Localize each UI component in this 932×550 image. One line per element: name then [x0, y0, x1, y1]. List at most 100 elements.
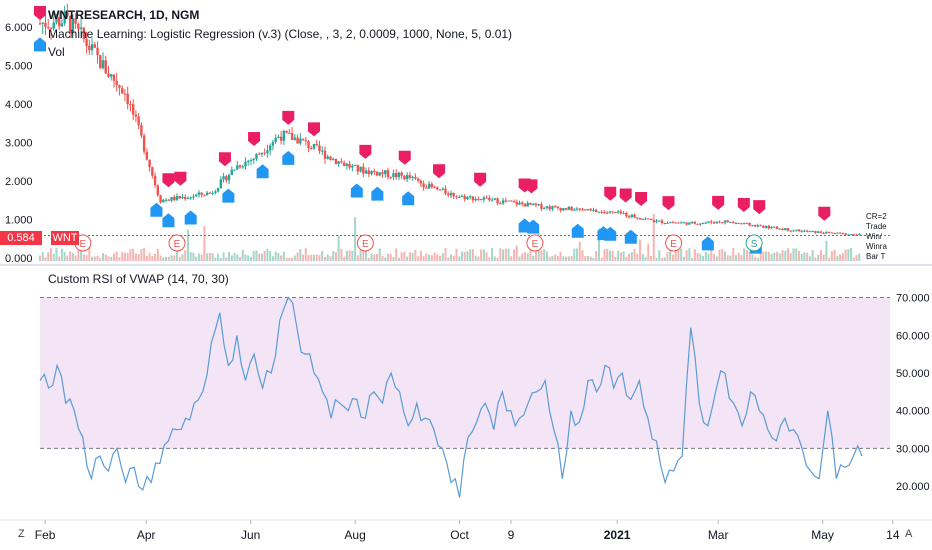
- candle-body: [373, 170, 376, 172]
- candle-body: [638, 217, 642, 220]
- candle-body: [427, 183, 431, 189]
- event-label: S: [751, 239, 758, 250]
- candle-body: [721, 222, 724, 224]
- volume-bar: [47, 252, 50, 261]
- indicator-legend[interactable]: Machine Learning: Logistic Regression (v…: [48, 27, 513, 41]
- candle-body: [836, 232, 839, 234]
- volume-bar: [296, 252, 299, 261]
- sell-signal-marker: [34, 6, 46, 20]
- rsi-legend[interactable]: Custom RSI of VWAP (14, 70, 30): [48, 272, 229, 286]
- volume-bar: [63, 251, 66, 261]
- candle-body: [79, 27, 83, 29]
- candle-body: [181, 197, 184, 199]
- volume-bar: [321, 251, 324, 261]
- volume-bar: [466, 251, 469, 261]
- candle-body: [216, 188, 220, 192]
- volume-bar: [803, 252, 806, 261]
- volume-bar: [373, 254, 376, 261]
- candle-body: [88, 45, 91, 51]
- volume-legend[interactable]: Vol: [48, 45, 65, 59]
- candle-body: [693, 221, 697, 224]
- candle-body: [205, 192, 209, 196]
- volume-bar: [589, 256, 592, 261]
- volume-bar: [154, 254, 157, 261]
- candle-body: [847, 234, 850, 236]
- volume-bar: [208, 252, 211, 261]
- candle-body: [504, 200, 507, 202]
- volume-bar: [523, 252, 526, 261]
- last-price-badge: 0.584: [0, 231, 42, 245]
- auto-scale-button[interactable]: A: [905, 528, 913, 540]
- candle-body: [482, 197, 486, 200]
- candle-body: [608, 211, 612, 213]
- volume-bar: [666, 252, 669, 261]
- volume-bar: [540, 250, 543, 261]
- volume-bar: [365, 250, 368, 261]
- volume-bar: [658, 250, 661, 261]
- volume-bar: [480, 249, 483, 261]
- symbol-title[interactable]: WNTRESEARCH, 1D, NGM: [48, 8, 200, 22]
- volume-bar: [606, 248, 609, 261]
- candle-body: [107, 73, 110, 77]
- candle-body: [96, 47, 99, 56]
- volume-bar: [156, 249, 159, 261]
- sell-signal-marker: [433, 164, 446, 179]
- zoom-corner-button[interactable]: Z: [18, 528, 25, 540]
- candle-body: [433, 187, 436, 189]
- volume-bar: [455, 248, 458, 261]
- candle-body: [452, 192, 455, 197]
- candle-body: [592, 209, 595, 211]
- buy-signal-marker: [150, 202, 163, 217]
- candle-body: [827, 231, 831, 233]
- volume-bar: [713, 254, 716, 261]
- candle-body: [652, 219, 655, 222]
- volume-bar: [471, 249, 474, 261]
- volume-bar: [406, 256, 409, 261]
- candle-body: [293, 137, 297, 140]
- volume-bar: [277, 252, 280, 261]
- candle-body: [677, 222, 680, 224]
- volume-bar: [80, 250, 83, 261]
- volume-bar: [222, 252, 225, 261]
- volume-bar: [403, 251, 406, 261]
- candle-body: [329, 156, 332, 160]
- candle-body: [521, 202, 524, 204]
- volume-bar: [334, 252, 337, 261]
- time-tick-label: 9: [508, 528, 515, 542]
- candle-body: [474, 198, 477, 201]
- candle-body: [422, 183, 425, 188]
- candle-body: [416, 178, 420, 181]
- volume-bar: [310, 254, 313, 261]
- volume-bar: [126, 253, 129, 261]
- buy-signal-marker: [527, 219, 540, 234]
- volume-bar: [280, 255, 283, 261]
- volume-bar: [844, 249, 847, 261]
- volume-bar: [282, 251, 285, 261]
- volume-bar: [288, 257, 291, 261]
- volume-bar: [718, 249, 721, 261]
- volume-bar: [389, 253, 392, 261]
- candle-body: [542, 207, 546, 209]
- candle-body: [41, 22, 44, 24]
- candle-body: [556, 206, 560, 208]
- candle-body: [581, 209, 584, 211]
- candle-body: [636, 217, 639, 219]
- candle-body: [395, 173, 398, 178]
- candle-body: [71, 18, 75, 34]
- volume-bar: [422, 256, 425, 261]
- candle-body: [252, 158, 255, 160]
- candle-body: [44, 22, 47, 28]
- volume-bar: [214, 257, 217, 261]
- rsi-tick-label: 40.000: [896, 406, 930, 418]
- volume-bar: [452, 255, 455, 261]
- volume-bar: [44, 257, 47, 261]
- candle-body: [244, 161, 247, 167]
- volume-bar: [814, 257, 817, 261]
- stats-label-trade: Trade: [866, 222, 887, 231]
- volume-bar: [315, 254, 318, 261]
- volume-bar: [482, 249, 485, 261]
- candle-body: [674, 222, 677, 224]
- volume-bar: [518, 256, 521, 261]
- event-circle: [526, 234, 544, 252]
- price-tick-label: 2.000: [5, 176, 33, 188]
